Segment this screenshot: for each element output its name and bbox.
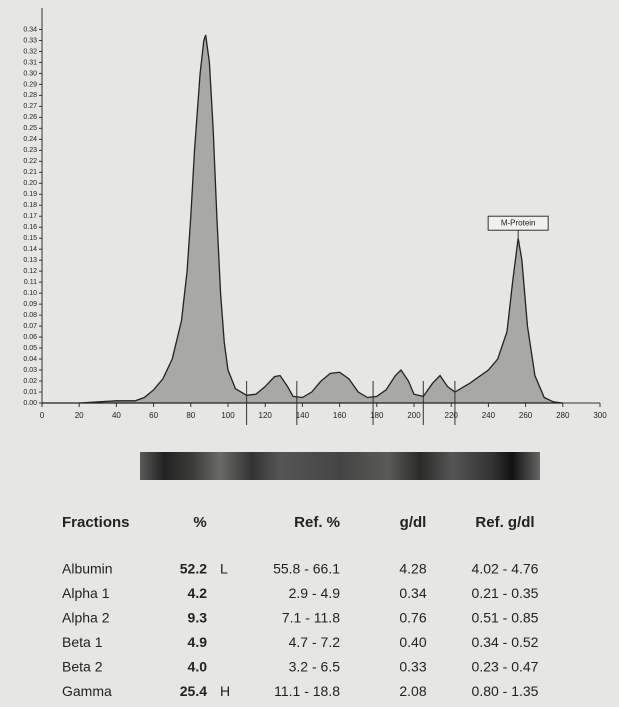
gel-band [140, 452, 540, 480]
table-header: Ref. % [294, 514, 340, 531]
table-cell: 0.21 - 0.35 [472, 585, 539, 601]
y-tick-label: 0.23 [23, 147, 37, 154]
x-tick-label: 200 [407, 411, 421, 420]
y-tick-label: 0.31 [23, 59, 37, 66]
table-cell: 11.1 - 18.8 [274, 683, 340, 699]
x-tick-label: 0 [40, 411, 45, 420]
report-svg: 0.00 0.01 0.02 0.03 0.04 0.05 0.06 0.07 0.08 0.09… [0, 0, 619, 707]
table-cell: 4.0 [188, 659, 208, 675]
annotation: M-Protein [501, 218, 536, 227]
table-cell: Gamma [62, 683, 112, 699]
x-tick-label: 220 [445, 411, 459, 420]
y-tick-label: 0.04 [23, 356, 37, 363]
x-tick-label: 260 [519, 411, 533, 420]
table-cell: 4.02 - 4.76 [472, 561, 539, 577]
y-tick-label: 0.16 [23, 224, 37, 231]
y-tick-label: 0.26 [23, 114, 37, 121]
y-tick-label: 0.33 [23, 37, 37, 44]
y-tick-label: 0.18 [23, 202, 37, 209]
x-tick-label: 60 [149, 411, 158, 420]
y-tick-label: 0.03 [23, 367, 37, 374]
table-cell: 4.7 - 7.2 [289, 634, 341, 650]
y-tick-label: 0.17 [23, 213, 37, 220]
table-cell: Alpha 1 [62, 585, 110, 601]
table-cell: H [220, 683, 230, 699]
y-tick-label: 0.13 [23, 257, 37, 264]
report: 0.00 0.01 0.02 0.03 0.04 0.05 0.06 0.07 0.08 0.09… [0, 0, 619, 707]
y-tick-label: 0.02 [23, 378, 37, 385]
y-tick-label: 0.11 [24, 279, 37, 286]
x-tick-label: 160 [333, 411, 347, 420]
y-tick-label: 0.21 [23, 169, 37, 176]
x-tick-label: 180 [370, 411, 384, 420]
table-cell: 0.76 [399, 610, 426, 626]
x-tick-label: 280 [556, 411, 570, 420]
table-cell: 4.28 [399, 561, 426, 577]
x-tick-label: 300 [593, 411, 607, 420]
y-tick-label: 0.01 [23, 389, 37, 396]
y-tick-label: 0.29 [23, 81, 37, 88]
table-cell: Albumin [62, 561, 113, 577]
y-tick-label: 0.32 [23, 48, 37, 55]
y-tick-label: 0.19 [23, 191, 37, 198]
y-tick-label: 0.25 [23, 125, 37, 132]
table-cell: 3.2 - 6.5 [289, 659, 341, 675]
y-tick-label: 0.28 [23, 92, 37, 99]
y-tick-label: 0.05 [23, 345, 37, 352]
y-tick-label: 0.10 [23, 290, 37, 297]
table-cell: 2.08 [399, 683, 426, 699]
y-tick-label: 0.20 [23, 180, 37, 187]
table-cell: 9.3 [188, 610, 208, 626]
table-header: g/dl [400, 514, 427, 531]
table-cell: L [220, 561, 228, 577]
y-tick-label: 0.14 [23, 246, 37, 253]
y-tick-label: 0.07 [23, 323, 37, 330]
table-cell: 55.8 - 66.1 [273, 561, 340, 577]
area [42, 35, 563, 403]
table-cell: 0.80 - 1.35 [472, 683, 539, 699]
y-tick-label: 0.34 [23, 26, 37, 33]
table-cell: 4.2 [188, 585, 208, 601]
y-tick-label: 0.08 [23, 312, 37, 319]
x-tick-label: 80 [186, 411, 195, 420]
table-cell: 52.2 [180, 561, 207, 577]
table-header: Ref. g/dl [475, 514, 534, 531]
x-tick-label: 120 [259, 411, 273, 420]
y-tick-label: 0.00 [23, 400, 37, 407]
table-cell: 0.34 - 0.52 [472, 634, 539, 650]
table-cell: 7.1 - 11.8 [282, 610, 340, 626]
y-tick-label: 0.30 [23, 70, 37, 77]
x-tick-label: 40 [112, 411, 121, 420]
table-cell: 25.4 [180, 683, 207, 699]
y-tick-label: 0.22 [23, 158, 37, 165]
table-header: % [193, 514, 206, 531]
table-header: Fractions [62, 514, 130, 531]
table-cell: 0.33 [399, 659, 426, 675]
table-cell: 0.23 - 0.47 [472, 659, 539, 675]
y-tick-label: 0.09 [23, 301, 37, 308]
table-cell: Beta 1 [62, 634, 103, 650]
y-tick-label: 0.24 [23, 136, 37, 143]
table-cell: 0.34 [399, 585, 426, 601]
y-tick-label: 0.15 [23, 235, 37, 242]
table-cell: 0.40 [399, 634, 426, 650]
x-tick-label: 140 [296, 411, 310, 420]
table-cell: Beta 2 [62, 659, 103, 675]
x-tick-label: 100 [221, 411, 235, 420]
table-cell: Alpha 2 [62, 610, 110, 626]
x-tick-label: 20 [75, 411, 84, 420]
y-tick-label: 0.06 [23, 334, 37, 341]
y-tick-label: 0.27 [23, 103, 37, 110]
table-cell: 2.9 - 4.9 [289, 585, 341, 601]
table-cell: 0.51 - 0.85 [472, 610, 539, 626]
x-tick-label: 240 [482, 411, 496, 420]
table-cell: 4.9 [188, 634, 208, 650]
y-tick-label: 0.12 [23, 268, 37, 275]
